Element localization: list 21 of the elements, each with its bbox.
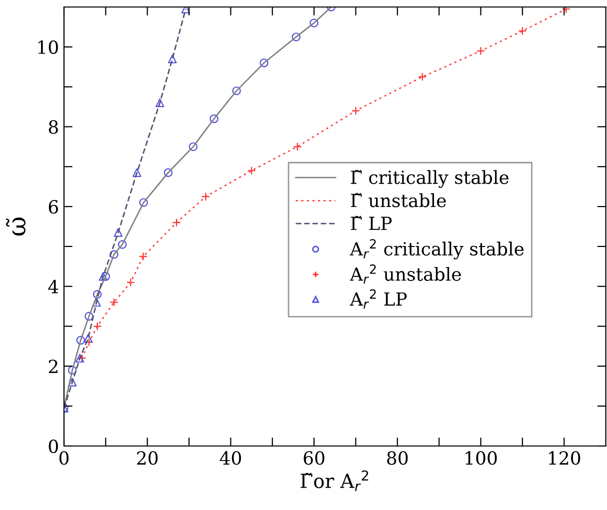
x-tick-label: 100 [466, 451, 497, 465]
y-tick-label: 0 [48, 439, 58, 454]
y-tick-label: 2 [48, 360, 58, 374]
y-tick-label: 4 [48, 280, 58, 294]
y-tick-label: 6 [48, 200, 58, 214]
legend-label: Γ̃ LP [350, 216, 392, 230]
x-tick-label: 40 [220, 451, 241, 465]
x-tick-label: 0 [59, 451, 69, 465]
x-tick-label: 120 [549, 451, 580, 465]
legend-label: A$_{r}$$^{2}$ LP [350, 289, 407, 309]
y-tick-label: 10 [38, 40, 58, 54]
x-tick-label: 60 [304, 451, 324, 465]
legend-label: Γ̃ critically stable [350, 170, 509, 188]
x-tick-label: 20 [137, 451, 158, 465]
y-axis-title: ω̃ [6, 218, 26, 236]
x-axis-title: Γ̃or A$_{r}$$^{2}$ [300, 470, 368, 492]
legend-label: A$_{r}$$^{2}$ unstable [350, 264, 461, 284]
x-tick-label: 80 [387, 451, 408, 465]
legend-label: A$_{r}$$^{2}$ critically stable [350, 239, 524, 260]
y-tick-label: 8 [48, 120, 58, 134]
legend-label: Γ̃ unstable [350, 192, 446, 208]
